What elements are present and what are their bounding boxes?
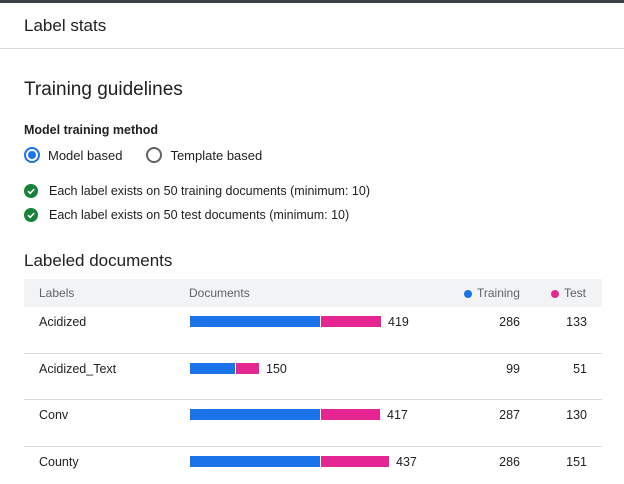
row-label: County [39, 454, 79, 469]
row-training-count: 286 [499, 454, 520, 469]
row-total: 437 [396, 454, 417, 469]
guideline-check-test: Each label exists on 50 test documents (… [24, 203, 624, 227]
column-header-labels: Labels [39, 286, 75, 300]
training-bar [190, 455, 320, 467]
radio-model-based-label: Model based [48, 147, 123, 163]
test-header-label: Test [564, 286, 587, 300]
training-guidelines-title: Training guidelines [24, 79, 183, 100]
row-test-count: 51 [573, 361, 587, 376]
radio-template-based-label: Template based [170, 147, 263, 163]
row-total: 419 [388, 315, 409, 329]
test-bar [235, 362, 259, 374]
radio-model-based[interactable]: Model based [24, 147, 122, 163]
training-bar [190, 316, 320, 327]
document-bar [190, 362, 259, 374]
training-bar [190, 362, 235, 374]
test-bar [320, 455, 389, 467]
radio-checked-icon [24, 147, 40, 163]
guideline-check-training-text: Each label exists on 50 training documen… [49, 184, 370, 198]
table-row[interactable]: Conv 417 287 130 [24, 400, 602, 447]
column-header-documents: Documents [189, 286, 250, 300]
row-label: Conv [39, 408, 69, 422]
page-title: Label stats [24, 15, 107, 35]
test-legend-dot-icon [551, 289, 559, 298]
row-label: Acidized_Text [39, 361, 117, 376]
top-bar [0, 0, 624, 3]
labeled-documents-title: Labeled documents [24, 251, 173, 270]
table-row[interactable]: Acidized 419 286 133 [24, 307, 602, 354]
row-training-count: 287 [499, 408, 520, 422]
table-row[interactable]: Acidized_Text 150 99 51 [24, 354, 602, 400]
row-total: 417 [387, 408, 408, 422]
page-header: Label stats [0, 3, 624, 49]
table-header: Labels Documents Training Test [24, 279, 602, 307]
test-bar [320, 316, 381, 327]
check-circle-icon [24, 208, 38, 222]
training-method-label: Model training method [24, 123, 159, 137]
row-test-count: 151 [566, 454, 587, 469]
row-test-count: 130 [566, 408, 587, 422]
row-training-count: 99 [506, 361, 520, 376]
training-header-label: Training [477, 286, 520, 300]
document-bar [190, 455, 389, 467]
table-row[interactable]: County 437 286 151 [24, 447, 602, 484]
row-total: 150 [266, 361, 287, 376]
column-header-test: Test [551, 286, 586, 300]
check-circle-icon [24, 184, 38, 198]
guideline-check-test-text: Each label exists on 50 test documents (… [49, 208, 350, 222]
test-bar [320, 409, 380, 420]
document-bar [190, 316, 381, 327]
training-method-radio-group: Model based Template based [24, 147, 624, 163]
column-header-training: Training [464, 286, 520, 300]
row-training-count: 286 [499, 315, 520, 329]
document-bar [190, 409, 380, 420]
training-bar [190, 409, 320, 420]
radio-unchecked-icon [146, 147, 163, 163]
guideline-check-training: Each label exists on 50 training documen… [24, 179, 624, 203]
row-test-count: 133 [566, 315, 587, 329]
radio-template-based[interactable]: Template based [146, 147, 262, 163]
guideline-checks: Each label exists on 50 training documen… [24, 179, 624, 227]
labeled-documents-table: Labels Documents Training Test Acidized … [24, 279, 602, 484]
main-content: Training guidelines Model training metho… [0, 79, 624, 484]
row-label: Acidized [39, 315, 87, 329]
training-legend-dot-icon [464, 289, 472, 298]
